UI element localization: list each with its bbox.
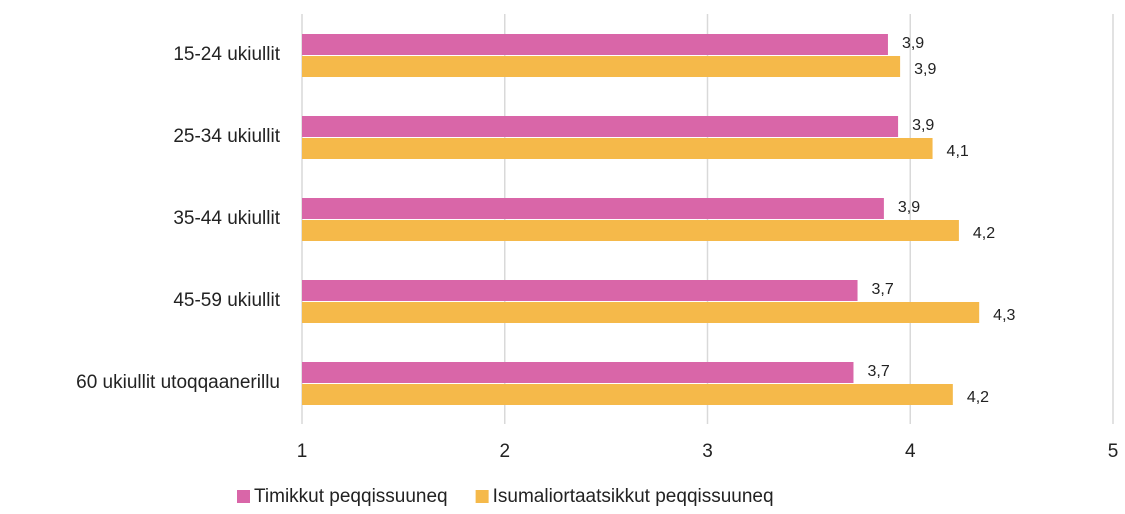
x-tick-label: 1	[297, 441, 308, 462]
data-label: 4,2	[967, 389, 989, 406]
bar	[302, 280, 858, 301]
y-tick-label: 45-59 ukiullit	[173, 290, 280, 311]
data-label: 4,2	[973, 225, 995, 242]
bar	[302, 116, 899, 137]
x-tick-label: 3	[702, 441, 713, 462]
legend-swatch	[475, 490, 489, 503]
y-tick-label: 25-34 ukiullit	[173, 126, 280, 147]
legend-swatch	[237, 490, 250, 503]
y-tick-label: 35-44 ukiullit	[173, 208, 280, 229]
bar	[302, 198, 884, 219]
data-label: 3,7	[867, 363, 889, 380]
data-label: 3,9	[912, 117, 934, 134]
bar	[302, 56, 901, 77]
x-tick-label: 2	[499, 441, 510, 462]
data-label: 4,3	[993, 307, 1015, 324]
bar	[302, 138, 933, 159]
y-tick-label: 60 ukiullit utoqqaanerillu	[76, 372, 280, 393]
data-label: 3,7	[872, 281, 894, 298]
bar	[302, 362, 854, 383]
data-label: 3,9	[898, 199, 920, 216]
bar	[302, 384, 953, 405]
bar	[302, 34, 888, 55]
data-label: 4,1	[947, 143, 969, 160]
legend-label: Isumaliortaatsikkut peqqissuuneq	[493, 486, 774, 507]
bar	[302, 220, 959, 241]
x-tick-label: 4	[905, 441, 916, 462]
data-label: 3,9	[914, 61, 936, 78]
legend-label: Timikkut peqqissuuneq	[254, 486, 448, 507]
y-tick-label: 15-24 ukiullit	[173, 44, 280, 65]
bar	[302, 302, 980, 323]
data-label: 3,9	[902, 35, 924, 52]
x-tick-label: 5	[1108, 441, 1119, 462]
